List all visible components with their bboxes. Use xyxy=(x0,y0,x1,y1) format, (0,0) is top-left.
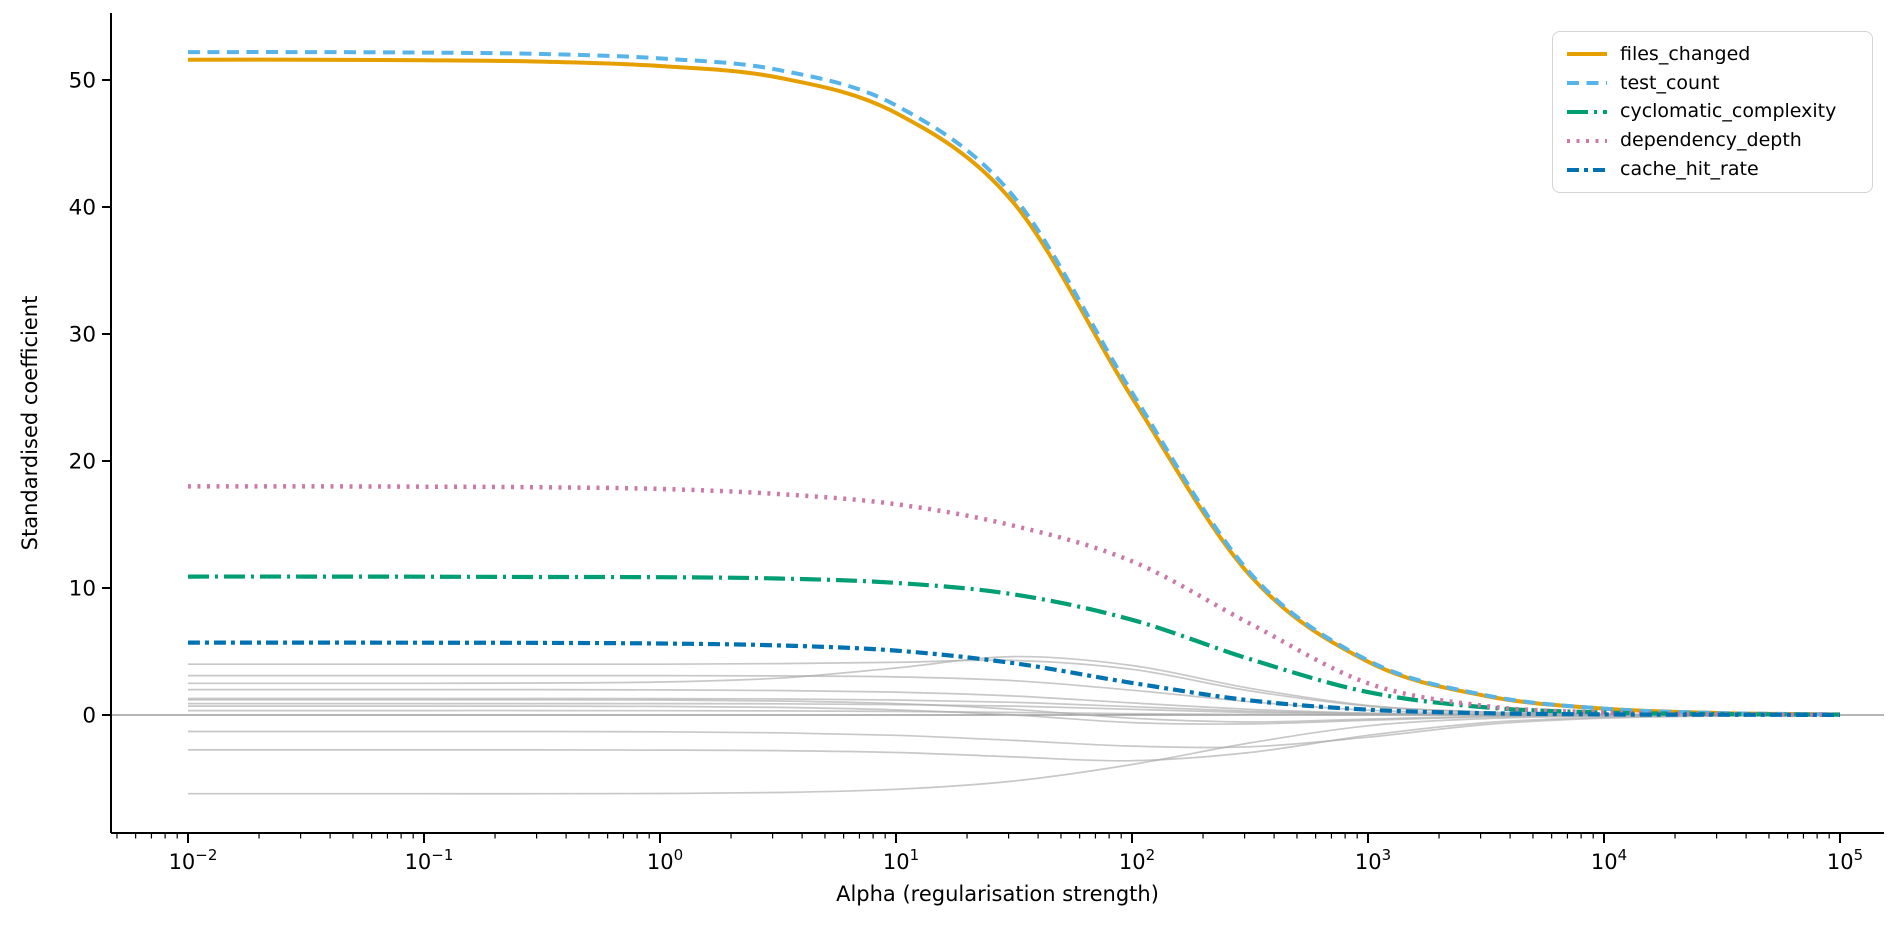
y-tick-label: 50 xyxy=(69,69,96,94)
x-tick-label: 10−1 xyxy=(405,846,454,874)
legend-item-files-changed: files_changed xyxy=(1565,42,1860,65)
y-axis-label: Standardised coefficient xyxy=(18,295,42,551)
x-tick-label: 102 xyxy=(1119,846,1155,874)
legend-label-cyclomatic-complexity: cyclomatic_complexity xyxy=(1620,100,1837,123)
cyclomatic-complexity-line-swatch xyxy=(1567,109,1607,114)
legend: files_changed test_count cyclomatic_comp… xyxy=(1552,31,1873,193)
legend-label-dependency-depth: dependency_depth xyxy=(1620,129,1802,152)
y-tick-label: 40 xyxy=(69,196,96,221)
series-path-dependency_depth xyxy=(188,484,1841,717)
x-axis-label: Alpha (regularisation strength) xyxy=(836,882,1159,906)
legend-item-dependency-depth: dependency_depth xyxy=(1565,131,1860,150)
series-path-cache_hit_rate xyxy=(187,640,1841,717)
legend-item-cyclomatic-complexity: cyclomatic_complexity xyxy=(1565,102,1860,121)
x-tick-label: 103 xyxy=(1355,846,1391,874)
background-coefficient-path xyxy=(188,714,1841,795)
legend-label-test-count: test_count xyxy=(1620,71,1720,94)
legend-label-cache-hit-rate: cache_hit_rate xyxy=(1620,158,1759,181)
series-path-test_count xyxy=(187,50,1841,717)
x-tick-label: 105 xyxy=(1827,846,1863,874)
y-tick-label: 0 xyxy=(82,704,96,729)
background-coefficient-path xyxy=(187,714,1841,762)
files-changed-line-swatch xyxy=(1567,52,1607,57)
cache-hit-rate-line-swatch xyxy=(1567,167,1607,172)
y-tick-label: 10 xyxy=(69,577,96,602)
x-tick-label: 101 xyxy=(883,846,919,874)
legend-item-test-count: test_count xyxy=(1565,71,1860,94)
series-path-files_changed xyxy=(187,57,1841,717)
x-tick-label: 100 xyxy=(647,846,683,874)
legend-item-cache-hit-rate: cache_hit_rate xyxy=(1565,160,1860,179)
background-coefficient-path xyxy=(188,714,1841,749)
y-tick-label: 20 xyxy=(69,450,96,475)
y-tick-label: 30 xyxy=(69,323,96,348)
x-tick-label: 104 xyxy=(1591,846,1627,874)
test-count-line-swatch xyxy=(1567,81,1607,86)
series-path-cyclomatic_complexity xyxy=(187,574,1841,717)
legend-label-files-changed: files_changed xyxy=(1620,42,1751,65)
dependency-depth-line-swatch xyxy=(1567,138,1607,143)
x-tick-label: 10−2 xyxy=(169,846,218,874)
